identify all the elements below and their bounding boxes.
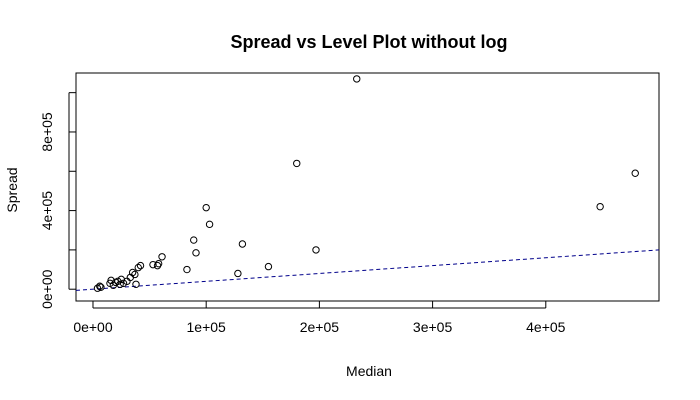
data-point <box>131 270 139 279</box>
data-point <box>107 276 115 285</box>
x-tick-label: 2e+05 <box>300 319 340 335</box>
data-point <box>190 236 198 244</box>
data-point <box>631 169 639 177</box>
data-point <box>136 261 145 270</box>
x-tick-label: 1e+05 <box>187 319 227 335</box>
data-point <box>128 268 137 277</box>
data-point <box>96 282 104 290</box>
data-point <box>596 202 604 211</box>
reference-line <box>75 249 660 291</box>
data-point <box>93 284 102 292</box>
data-point <box>234 269 242 278</box>
y-axis-label: Spread <box>4 167 20 212</box>
x-tick-label: 3e+05 <box>413 319 453 335</box>
data-point <box>238 240 247 248</box>
data-point <box>154 259 163 268</box>
x-tick-label: 0e+00 <box>73 319 113 335</box>
y-tick-label: 8e+05 <box>39 112 55 152</box>
data-point <box>293 159 301 168</box>
data-point <box>353 75 361 83</box>
data-point <box>134 263 142 272</box>
data-point <box>202 203 210 212</box>
y-tick-label: 0e+00 <box>39 269 55 309</box>
x-axis: 0e+00 1e+05 2e+05 3e+05 4e+05 <box>73 301 566 335</box>
data-point <box>132 280 140 288</box>
chart-title: Spread vs Level Plot without log <box>230 32 507 52</box>
y-axis: 0e+00 4e+05 8e+05 <box>39 92 76 309</box>
data-point <box>153 261 162 270</box>
data-point <box>192 249 200 257</box>
points-layer <box>93 75 639 292</box>
plot-box <box>75 72 660 302</box>
data-point <box>205 220 214 229</box>
x-tick-label: 4e+05 <box>526 319 566 335</box>
data-point <box>149 260 157 269</box>
data-point <box>264 262 273 271</box>
y-tick-label: 4e+05 <box>39 191 55 231</box>
data-point <box>158 253 166 261</box>
data-point <box>97 283 105 291</box>
data-point <box>116 280 124 288</box>
data-point <box>183 265 191 274</box>
x-axis-label: Median <box>346 363 392 379</box>
data-point <box>312 246 320 254</box>
